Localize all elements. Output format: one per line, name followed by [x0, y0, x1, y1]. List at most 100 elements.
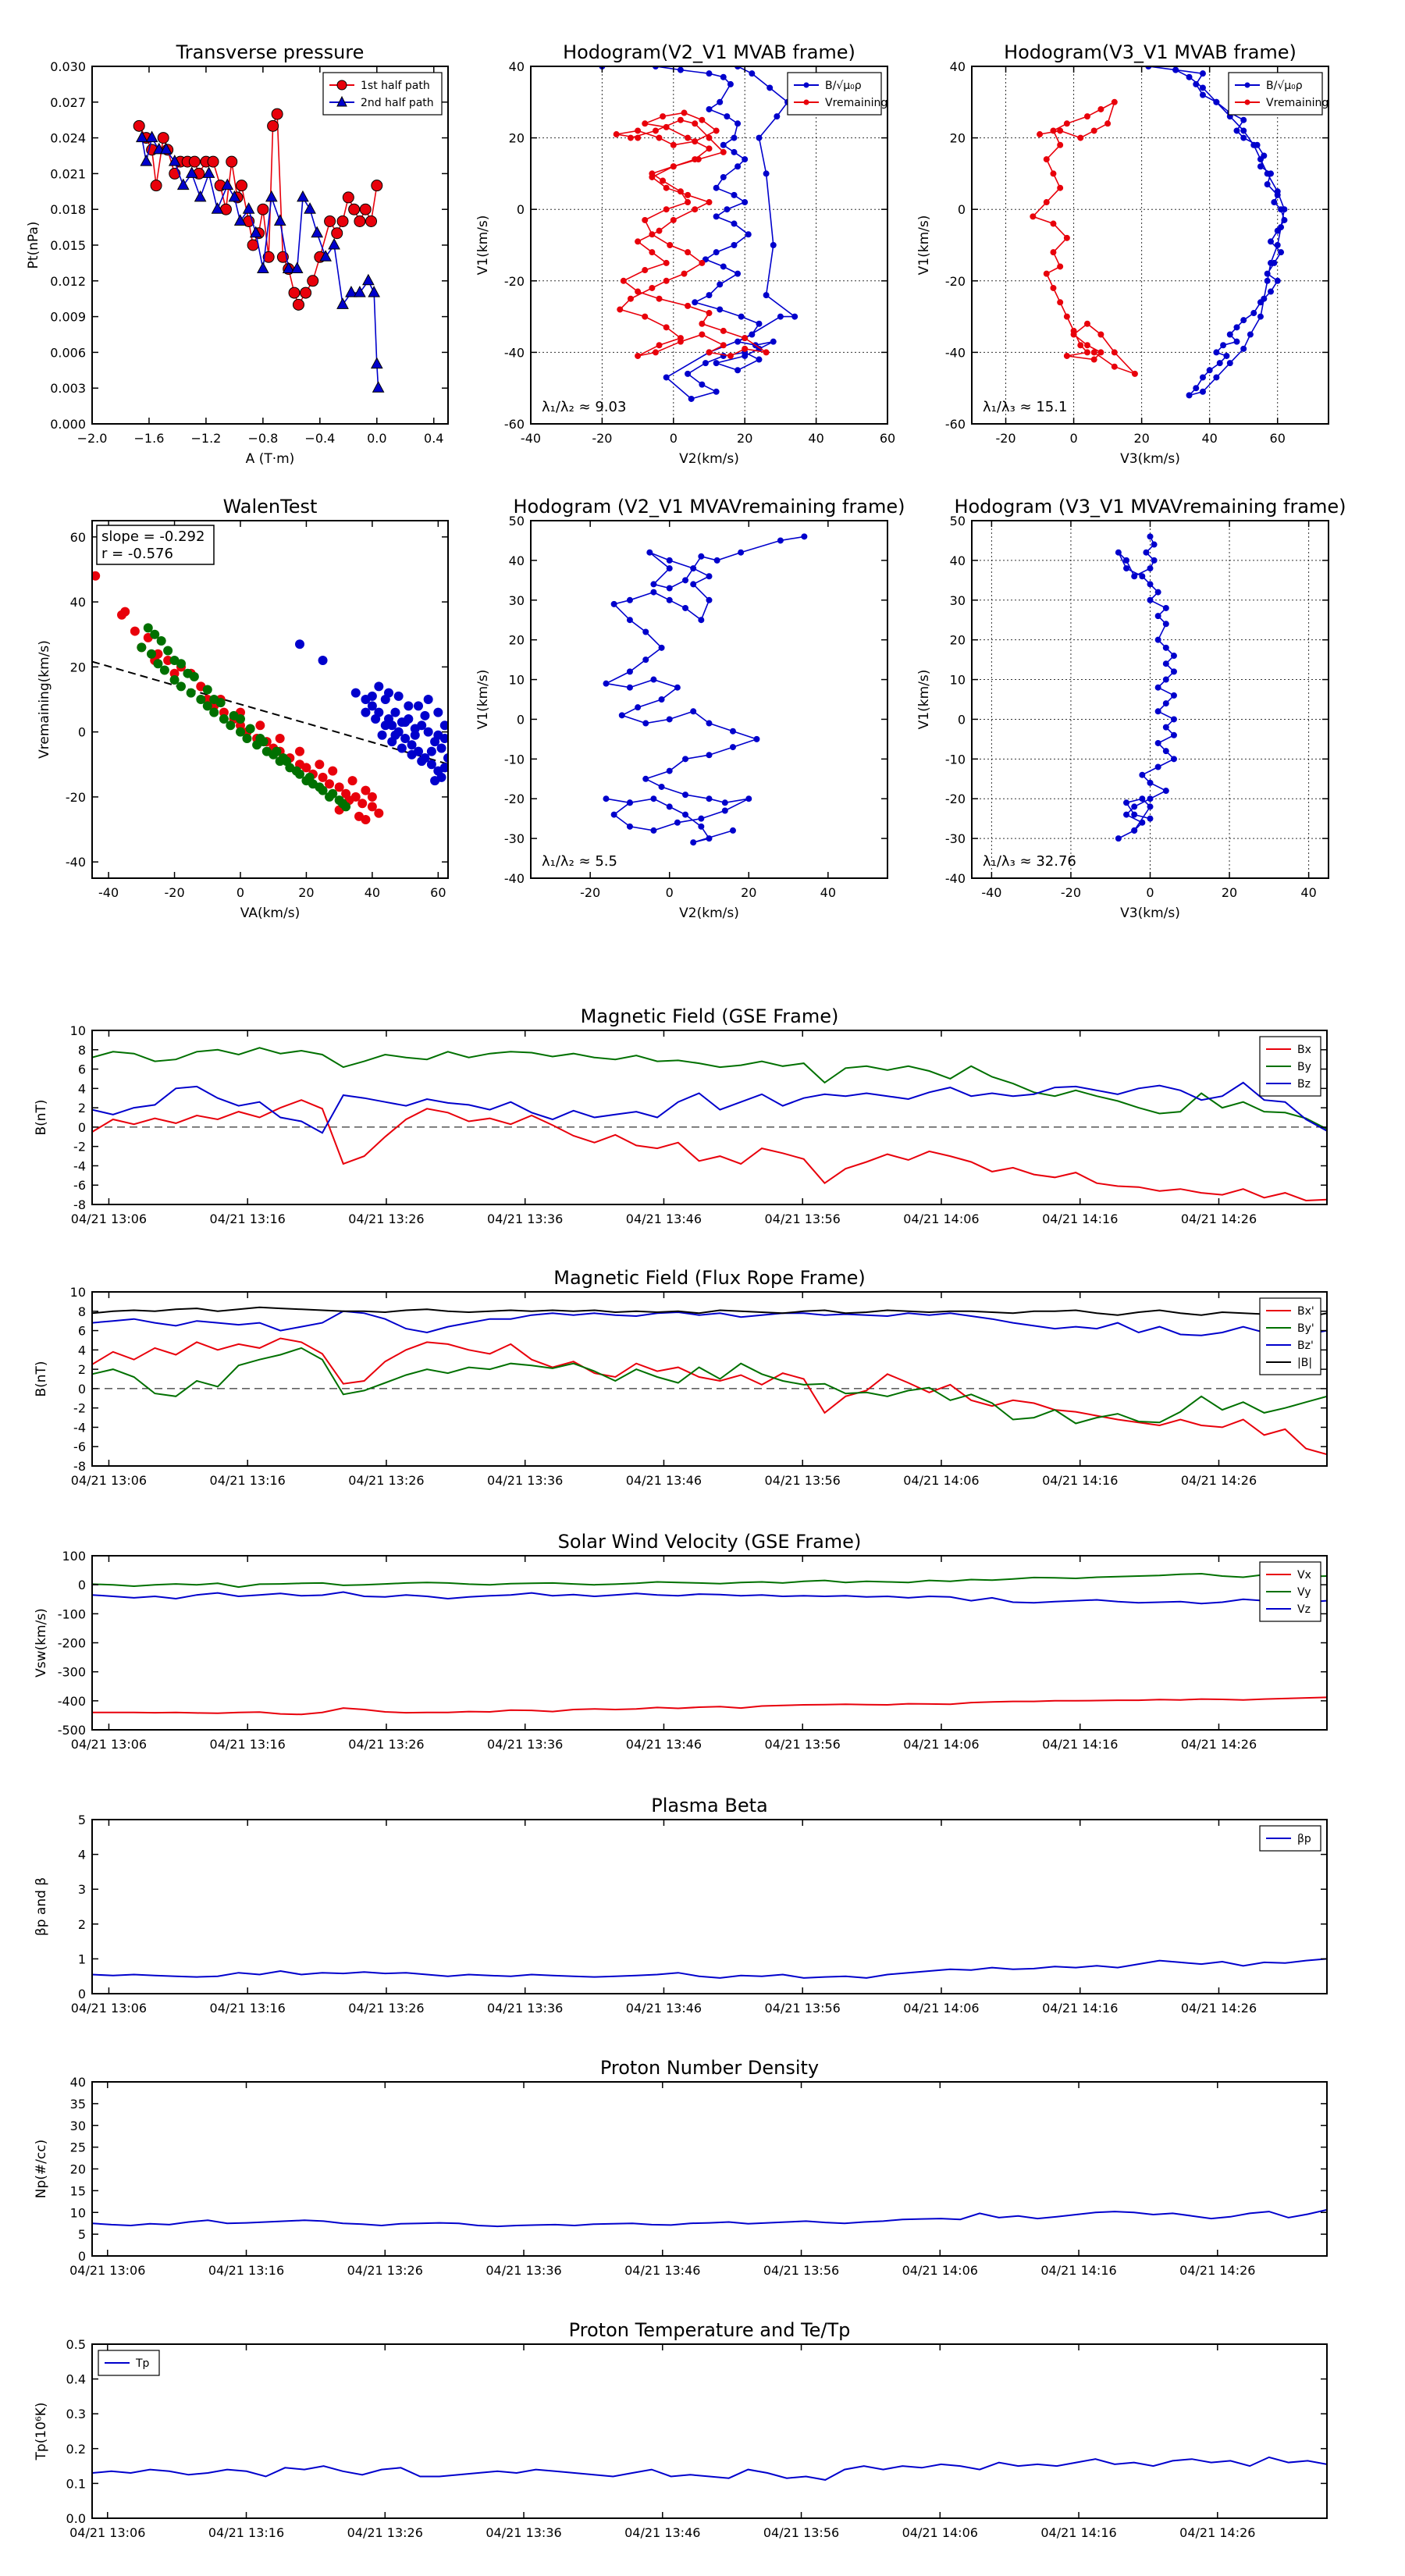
legend: βp	[1259, 1825, 1321, 1852]
panel-beta: 0 1 2 3 4 5 04/21 13:06 04/21 13:16 04/21 13:26 0…	[34, 1795, 1328, 2016]
data-point	[1154, 613, 1161, 620]
data-point	[1257, 313, 1264, 320]
data-point	[690, 565, 697, 572]
data-point	[1264, 270, 1271, 277]
data-point	[699, 381, 706, 388]
data-point	[663, 123, 670, 130]
data-point	[791, 313, 799, 320]
data-point	[430, 776, 440, 786]
data-point	[325, 779, 334, 789]
series-line-Bx	[92, 1099, 1327, 1202]
chart-title: Solar Wind Velocity (GSE Frame)	[558, 1531, 862, 1553]
data-point	[1147, 533, 1154, 540]
x-tick-label: 20	[741, 885, 756, 900]
y-tick-label: 8	[78, 1043, 86, 1058]
data-point	[729, 744, 736, 751]
y-axis-label: Np(#/cc)	[34, 2140, 49, 2198]
plot-frame	[530, 520, 888, 879]
data-point	[367, 691, 377, 701]
data-point	[426, 746, 436, 756]
y-tick-label: 40	[950, 59, 966, 74]
plot-frame	[91, 1030, 1328, 1205]
data-point	[692, 120, 699, 127]
y-axis-label: V1(km/s)	[475, 670, 491, 730]
y-axis-label: B(nT)	[34, 1099, 49, 1135]
data-point	[145, 130, 158, 143]
data-point	[670, 141, 677, 148]
data-point	[735, 367, 742, 374]
data-point	[1233, 338, 1240, 345]
x-tick-label: −0.8	[247, 431, 278, 446]
data-point	[690, 581, 697, 588]
data-point	[713, 184, 720, 191]
x-tick-label: 04/21 14:16	[1040, 2525, 1116, 2540]
data-point	[681, 270, 688, 277]
plot-frame	[91, 1819, 1328, 1994]
data-point	[656, 227, 663, 234]
data-point	[650, 827, 657, 834]
y-tick-label: 0.015	[50, 238, 86, 253]
data-point	[626, 668, 633, 675]
legend-label: Vx	[1297, 1569, 1311, 1582]
data-point	[1250, 310, 1257, 317]
x-tick-label: 04/21 13:26	[348, 1473, 424, 1488]
x-tick-label: 04/21 14:26	[1181, 1737, 1257, 1752]
data-point	[692, 156, 699, 163]
chart-title: Hodogram (V2_V1 MVAVremaining frame)	[513, 496, 905, 518]
data-point	[342, 191, 354, 204]
data-point	[1057, 299, 1064, 306]
x-tick-label: -20	[592, 431, 612, 446]
x-axis-label: V3(km/s)	[1120, 451, 1180, 467]
data-point	[226, 155, 238, 168]
data-point	[706, 70, 713, 77]
data-point	[273, 214, 286, 226]
data-point	[1281, 216, 1288, 223]
y-tick-label: -6	[73, 1439, 86, 1454]
data-point	[1278, 224, 1285, 231]
y-tick-label: -20	[504, 274, 525, 289]
legend: Bx By Bz	[1259, 1036, 1321, 1097]
x-tick-label: 0	[1069, 431, 1077, 446]
data-point	[226, 720, 236, 731]
data-point	[1193, 385, 1200, 392]
data-point	[720, 327, 727, 334]
data-point	[315, 782, 325, 792]
data-point	[1043, 270, 1050, 277]
data-point	[291, 766, 301, 776]
data-point	[626, 684, 633, 691]
data-point	[1170, 692, 1177, 699]
data-point	[777, 313, 784, 320]
x-tick-label: −2.0	[77, 431, 108, 446]
data-point	[1154, 739, 1161, 746]
legend: B/√μ₀ρ Vremaining	[787, 72, 887, 116]
y-tick-label: -200	[58, 1636, 86, 1651]
series-line-Tp	[92, 2456, 1327, 2481]
data-point	[1083, 349, 1090, 356]
data-point	[666, 767, 673, 774]
data-point	[1213, 98, 1220, 105]
x-tick-label: 40	[365, 885, 380, 900]
data-point	[642, 216, 649, 223]
x-tick-label: 20	[298, 885, 314, 900]
data-point	[390, 730, 400, 740]
data-point	[1090, 127, 1097, 134]
data-point	[185, 166, 198, 178]
data-point	[236, 720, 245, 731]
chart-title: Magnetic Field (Flux Rope Frame)	[553, 1267, 865, 1289]
legend-marker	[1244, 82, 1250, 88]
data-point	[209, 695, 219, 704]
data-point	[720, 263, 727, 270]
data-point	[1271, 199, 1278, 206]
data-point	[763, 349, 770, 356]
x-tick-label: 40	[1201, 431, 1217, 446]
data-point	[267, 119, 279, 132]
data-point	[690, 708, 697, 715]
data-point	[1131, 573, 1138, 580]
data-point	[328, 788, 338, 799]
data-point	[1050, 170, 1057, 177]
data-point	[742, 335, 749, 342]
data-point	[1172, 66, 1179, 73]
data-point	[610, 600, 617, 607]
y-tick-label: 100	[62, 1549, 86, 1564]
data-point	[1274, 188, 1281, 195]
